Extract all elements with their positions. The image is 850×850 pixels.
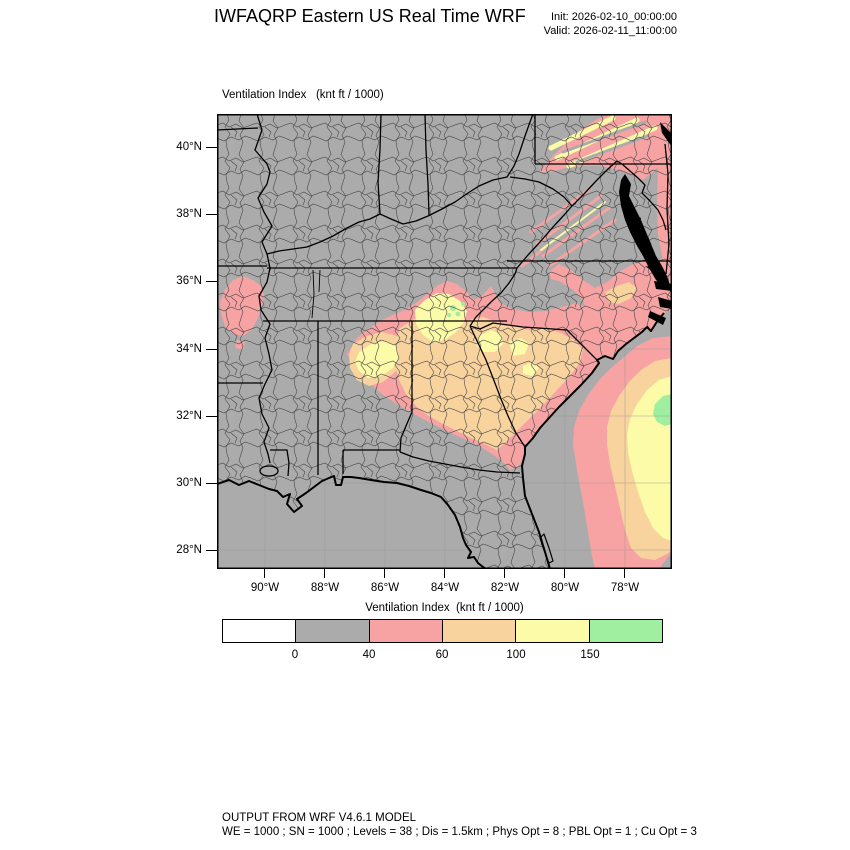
indian-river-lagoon — [539, 533, 554, 564]
colorbar-tick: 0 — [291, 649, 299, 661]
savannah-river — [469, 325, 526, 448]
colorbar-tick: 60 — [435, 649, 449, 661]
colorbar — [222, 619, 663, 643]
ohio-river — [266, 113, 534, 255]
lat-tick-label: 36°N — [176, 275, 202, 287]
page-title: IWFAQRP Eastern US Real Time WRF — [214, 6, 526, 26]
map-canvas — [216, 113, 672, 570]
lon-tick — [444, 569, 446, 578]
colorbar-tick: 150 — [580, 649, 600, 661]
lat-tick-label: 28°N — [176, 544, 202, 556]
colorbar-cell-pink — [368, 620, 442, 642]
potomac-river — [621, 163, 667, 231]
colorbar-cell-gray — [295, 620, 369, 642]
colorbar-tick: 100 — [506, 649, 526, 661]
model-info-line2: WE = 1000 ; SN = 1000 ; Levels = 38 ; Di… — [222, 825, 697, 838]
colorbar-cell-yellow — [515, 620, 589, 642]
lon-tick-label: 78°W — [610, 582, 640, 594]
colorbar-cell-white — [223, 620, 296, 642]
lake-pontchartrain — [259, 465, 279, 477]
colorbar-cell-orange — [441, 620, 516, 642]
state-borders — [216, 113, 672, 477]
model-info: OUTPUT FROM WRF V4.6.1 MODEL WE = 1000 ;… — [222, 812, 697, 839]
lat-tick — [206, 349, 217, 351]
lat-tick-label: 40°N — [176, 141, 202, 153]
init-time: Init: 2026-02-10_00:00:00 — [551, 11, 677, 23]
lon-tick-label: 80°W — [550, 582, 580, 594]
map-variable-label: Ventilation Index (knt ft / 1000) — [222, 89, 384, 101]
lat-tick-label: 38°N — [176, 208, 202, 220]
lon-tick — [384, 569, 386, 578]
lat-tick-label: 34°N — [176, 343, 202, 355]
coastal-sounds — [648, 122, 672, 325]
wrf-map-svg — [216, 113, 672, 570]
lat-tick — [206, 550, 217, 552]
ocean-vi-bands — [573, 336, 672, 569]
lat-tick-label: 32°N — [176, 410, 202, 422]
lon-tick — [504, 569, 506, 578]
coastline — [216, 143, 670, 570]
lat-tick — [206, 483, 217, 485]
lon-tick-label: 82°W — [490, 582, 520, 594]
delmarva-coast — [664, 143, 670, 275]
lat-tick — [206, 147, 217, 149]
lat-tick — [206, 214, 217, 216]
lat-tick — [206, 281, 217, 283]
model-info-line1: OUTPUT FROM WRF V4.6.1 MODEL — [222, 812, 417, 824]
mississippi-river — [254, 113, 273, 464]
lon-tick-label: 84°W — [430, 582, 460, 594]
map-frame — [217, 114, 672, 569]
run-times: Init: 2026-02-10_00:00:00 Valid: 2026-02… — [480, 11, 677, 38]
lon-tick — [624, 569, 626, 578]
lon-tick-label: 86°W — [370, 582, 400, 594]
lon-tick — [564, 569, 566, 578]
lat-tick-label: 30°N — [176, 477, 202, 489]
lon-tick — [324, 569, 326, 578]
colorbar-tick: 40 — [362, 649, 376, 661]
colorbar-label: Ventilation Index (knt ft / 1000) — [365, 602, 524, 614]
colorbar-cell-green — [588, 620, 662, 642]
lon-tick-label: 88°W — [310, 582, 340, 594]
valid-time: Valid: 2026-02-11_11:00:00 — [543, 24, 677, 37]
lon-tick-label: 90°W — [250, 582, 280, 594]
lon-tick — [264, 569, 266, 578]
lat-tick — [206, 416, 217, 418]
chesapeake-bay — [619, 174, 670, 288]
